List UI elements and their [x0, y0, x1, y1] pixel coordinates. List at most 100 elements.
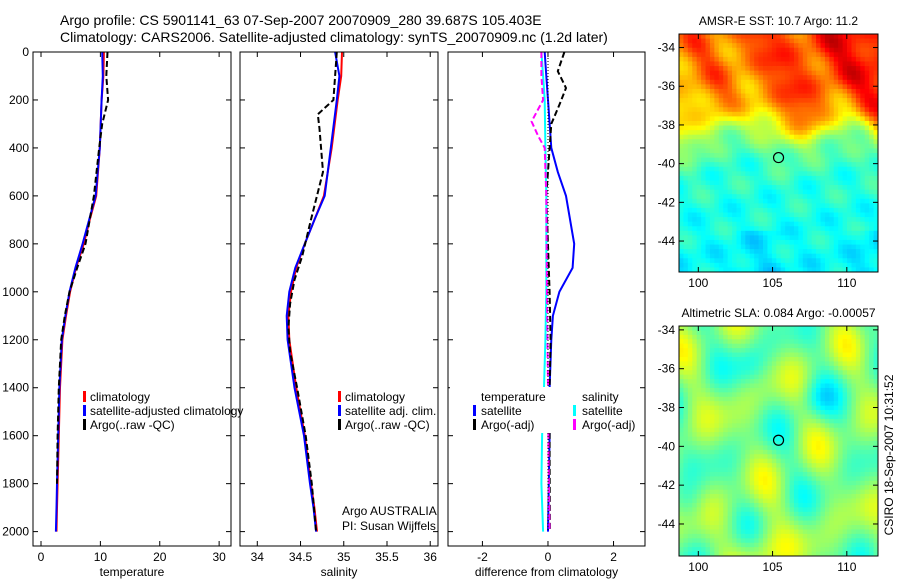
sst-cell: [754, 116, 759, 122]
sla-cell: [718, 449, 724, 455]
sst-cell: [798, 194, 804, 200]
sla-cell: [776, 405, 782, 411]
sst-cell: [847, 34, 852, 39]
sst-cell: [807, 194, 813, 200]
sst-cell: [829, 148, 835, 154]
sst-cell: [785, 111, 790, 117]
sla-cell: [687, 414, 693, 420]
sla-cell: [824, 405, 830, 411]
sst-cell: [763, 98, 768, 104]
sst-cell: [709, 239, 715, 245]
sst-cell: [807, 230, 813, 236]
sst-cell: [727, 130, 733, 136]
sla-cell: [771, 343, 777, 349]
sla-cell: [811, 502, 817, 508]
sla-cell: [789, 547, 795, 552]
sst-cell: [679, 244, 684, 250]
sla-cell: [869, 427, 874, 433]
sla-cell: [816, 423, 821, 429]
sla-cell: [811, 489, 817, 495]
sst-cell: [749, 134, 755, 140]
sst-cell: [679, 166, 684, 172]
sst-cell: [771, 66, 777, 72]
sla-cell: [718, 533, 724, 539]
sla-cell: [732, 418, 737, 424]
sst-cell: [736, 162, 742, 168]
sla-cell: [851, 352, 857, 358]
sla-cell: [736, 463, 742, 468]
sla-cell: [847, 467, 852, 473]
sst-cell: [860, 221, 866, 227]
sst-cell: [860, 130, 866, 136]
sst-cell: [683, 56, 689, 62]
sst-cell: [692, 244, 698, 250]
sla-cell: [780, 361, 786, 367]
sla-cell: [754, 423, 759, 429]
sst-cell: [709, 258, 715, 264]
sla-cell: [816, 476, 821, 482]
sst-cell: [807, 239, 813, 245]
sst-cell: [802, 98, 808, 104]
sst-cell: [864, 93, 870, 99]
sst-cell: [709, 79, 715, 85]
sst-cell: [833, 226, 839, 232]
sst-cell: [807, 157, 813, 163]
sst-cell: [754, 75, 759, 81]
sst-cell: [816, 56, 821, 62]
sla-cell: [842, 352, 848, 358]
sst-cell: [847, 157, 852, 163]
sla-cell: [833, 330, 839, 336]
sst-cell: [851, 38, 857, 44]
sla-cell: [745, 423, 751, 429]
sla-cell: [714, 352, 720, 358]
sst-cell: [842, 212, 848, 218]
sla-cell: [740, 330, 746, 336]
sla-cell: [736, 507, 742, 513]
sla-cell: [829, 343, 835, 349]
sst-cell: [793, 61, 799, 67]
sst-cell: [789, 189, 795, 195]
sst-cell: [855, 226, 861, 232]
sla-cell: [763, 551, 768, 557]
sst-cell: [829, 203, 835, 209]
sst-cell: [758, 212, 764, 218]
sst-cell: [807, 88, 813, 94]
sla-cell: [771, 454, 777, 460]
sst-cell: [749, 162, 755, 168]
sst-cell: [860, 194, 866, 200]
sla-cell: [692, 502, 698, 508]
sst-cell: [683, 111, 689, 117]
sst-cell: [740, 267, 746, 273]
sst-cell: [683, 120, 689, 126]
sst-cell: [820, 107, 826, 113]
sst-cell: [798, 52, 804, 58]
sst-cell: [709, 194, 715, 200]
sst-cell: [696, 262, 702, 268]
sst-cell: [816, 239, 821, 245]
sla-cell: [723, 498, 729, 504]
sla-cell: [785, 427, 790, 433]
sst-cell: [776, 189, 782, 195]
sst-cell: [833, 253, 839, 259]
sst-cell: [709, 56, 715, 62]
sla-cell: [701, 410, 706, 415]
sla-cell: [701, 405, 706, 411]
sla-cell: [740, 520, 746, 526]
sst-cell: [767, 203, 773, 209]
sla-cell: [811, 547, 817, 552]
sla-cell: [749, 445, 755, 451]
sla-cell: [816, 494, 821, 499]
sst-cell: [785, 70, 790, 76]
sla-cell: [696, 418, 702, 424]
sst-cell: [793, 75, 799, 81]
sst-cell: [811, 194, 817, 200]
sst-cell: [873, 230, 879, 236]
sla-cell: [749, 502, 755, 508]
sla-cell: [758, 445, 764, 451]
sla-cell: [718, 374, 724, 380]
sla-cell: [807, 330, 813, 336]
sst-cell: [701, 175, 706, 181]
sla-cell: [714, 339, 720, 345]
sla-cell: [687, 485, 693, 491]
sst-cell: [842, 235, 848, 241]
